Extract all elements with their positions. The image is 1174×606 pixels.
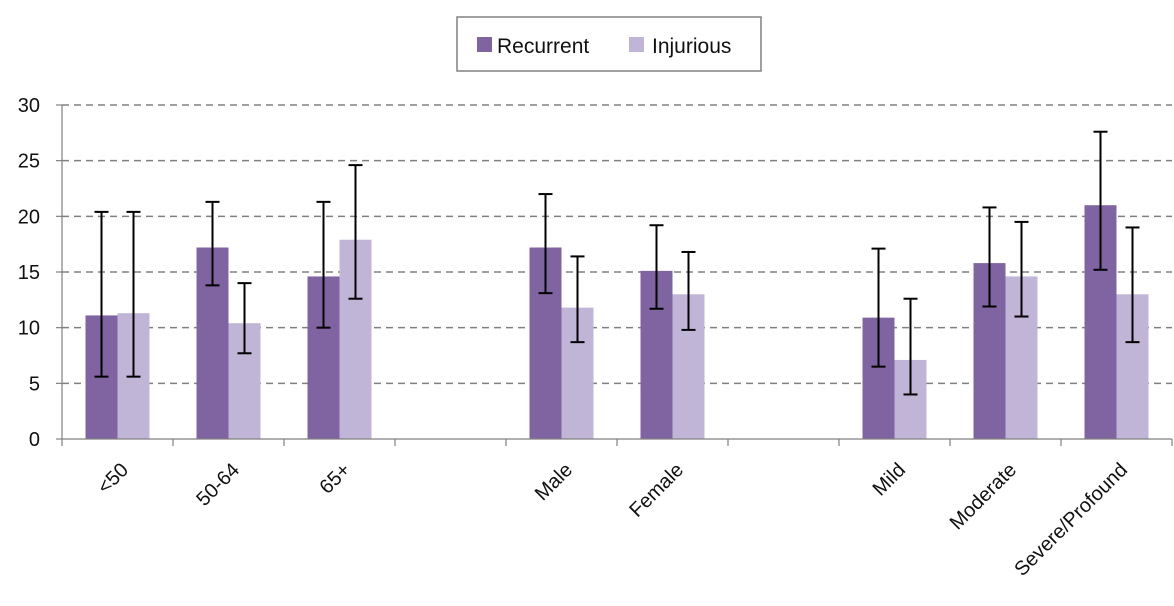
x-tick-label-male: Male [531,459,577,505]
x-tick-label-65: 65+ [315,459,355,499]
x-tick-label-mild: Mild [869,459,910,500]
legend-label-recurrent: Recurrent [497,35,589,58]
y-tick-label: 30 [18,95,40,117]
y-tick-label: 25 [18,151,40,173]
error-bar-recurrent-65 [316,200,331,329]
x-tick-label-severe-profound: Severe/Profound [1010,459,1132,581]
y-tick-label: 5 [29,373,40,395]
error-bar-recurrent-mild [871,247,886,368]
legend-label-injurious: Injurious [652,35,731,58]
legend: Recurrent Injurious [456,16,762,72]
error-bar-recurrent-50 [94,210,109,378]
bars [85,205,1149,439]
legend-swatch-injurious [629,37,644,52]
y-tick-label: 20 [18,206,40,228]
error-bar-recurrent-female [649,224,664,310]
error-bar-recurrent-severe-profound [1093,130,1108,271]
x-axis: <50 50-64 65+ Male Female Mild ModerateSevere/… [61,438,1173,581]
error-bar-injurious-50-64 [237,282,252,355]
error-bar-recurrent-male [538,193,553,295]
legend-box [456,16,762,72]
error-bar-injurious-female [681,250,696,331]
error-bar-injurious-mild [903,297,918,396]
y-tick-label: 10 [18,318,40,340]
error-bar-injurious-severe-profound [1125,226,1140,344]
x-tick-label-female: Female [625,459,688,522]
legend-swatch-recurrent [477,37,492,52]
x-tick-label-moderate: Moderate [946,459,1021,534]
error-bar-injurious-male [570,255,585,344]
x-tick-label-50: <50 [93,459,133,499]
y-tick-label: 15 [18,262,40,284]
x-tick-label-50-64: 50-64 [192,459,244,511]
y-tick-label: 0 [29,429,40,451]
error-bar-injurious-65 [348,164,363,300]
y-axis: 0 5 10 15 20 25 30 [18,95,63,451]
error-bar-recurrent-50-64 [205,200,220,287]
error-bar-recurrent-moderate [982,206,997,308]
error-bars [94,130,1140,396]
error-bar-injurious-moderate [1014,220,1029,318]
error-bar-injurious-50 [126,210,141,378]
